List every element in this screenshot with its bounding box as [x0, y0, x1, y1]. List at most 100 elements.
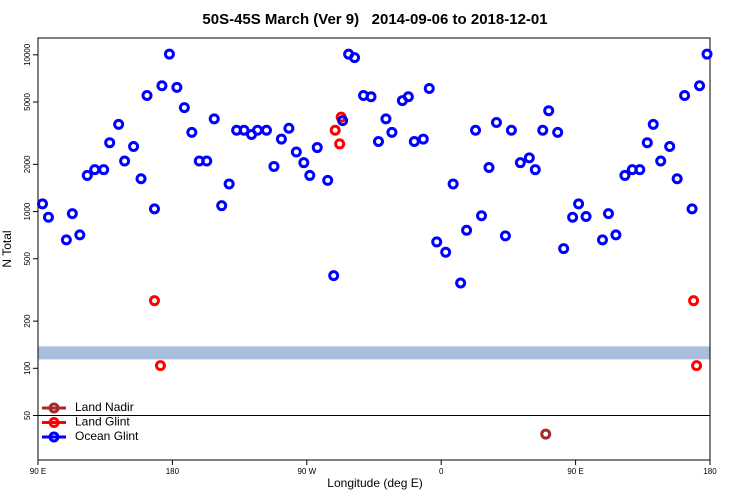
x-tick-label: 180 [166, 467, 180, 476]
data-point [163, 48, 175, 60]
data-point [329, 124, 341, 136]
data-point [372, 135, 384, 147]
data-point [386, 126, 398, 138]
data-point [647, 118, 659, 130]
data-point [104, 137, 116, 149]
legend-label: Land Nadir [75, 400, 134, 414]
data-point [223, 178, 235, 190]
x-tick-label: 90 E [30, 467, 46, 476]
data-point [476, 210, 488, 222]
data-point [322, 174, 334, 186]
data-point [208, 113, 220, 125]
y-tick-label: 1000 [23, 202, 32, 220]
data-point [275, 133, 287, 145]
data-point [543, 105, 555, 117]
data-point [349, 52, 361, 64]
data-point [447, 178, 459, 190]
legend-marker [48, 402, 60, 414]
y-tick-label: 200 [23, 314, 32, 328]
data-point [655, 155, 667, 167]
x-tick-label: 180 [703, 467, 717, 476]
data-point [691, 360, 703, 372]
data-point [113, 118, 125, 130]
chart-title: 50S-45S March (Ver 9) 2014-09-06 to 2018… [202, 11, 547, 28]
data-point [201, 155, 213, 167]
data-point [216, 200, 228, 212]
data-point [701, 48, 713, 60]
data-point [505, 124, 517, 136]
data-point [81, 169, 93, 181]
data-point [74, 229, 86, 241]
data-point [154, 360, 166, 372]
data-point [529, 164, 541, 176]
data-point [602, 208, 614, 220]
data-point [490, 116, 502, 128]
x-axis-label: Longitude (deg E) [327, 476, 422, 490]
x-tick-label: 0 [439, 467, 444, 476]
y-axis-label: N Total [0, 230, 14, 267]
data-point [89, 164, 101, 176]
data-point [641, 137, 653, 149]
data-point [408, 135, 420, 147]
data-point [567, 211, 579, 223]
data-point [537, 124, 549, 136]
data-point [298, 157, 310, 169]
data-point [156, 80, 168, 92]
data-point [573, 198, 585, 210]
data-point [380, 113, 392, 125]
data-point [36, 198, 48, 210]
shaded-band [38, 346, 710, 360]
data-point [514, 157, 526, 169]
data-point [283, 122, 295, 134]
legend-marker [48, 431, 60, 443]
data-point [552, 126, 564, 138]
data-point [523, 152, 535, 164]
data-point [499, 230, 511, 242]
data-point [260, 124, 272, 136]
legend-label: Land Glint [75, 415, 130, 429]
data-point [290, 146, 302, 158]
data-point [178, 102, 190, 114]
data-point [128, 141, 140, 153]
data-point [634, 164, 646, 176]
data-point [252, 124, 264, 136]
data-point [470, 124, 482, 136]
data-point [596, 234, 608, 246]
data-point [694, 80, 706, 92]
data-point [686, 203, 698, 215]
data-point [268, 160, 280, 172]
data-point [337, 115, 349, 127]
data-point [328, 270, 340, 282]
y-tick-label: 10000 [23, 43, 32, 66]
data-point [42, 211, 54, 223]
data-point [334, 138, 346, 150]
y-tick-label: 50 [23, 410, 32, 419]
data-point [610, 229, 622, 241]
data-point [365, 91, 377, 103]
data-point [171, 81, 183, 93]
data-point [558, 243, 570, 255]
data-point [148, 295, 160, 307]
x-tick-label: 90 E [567, 467, 583, 476]
data-point [135, 173, 147, 185]
data-point [119, 155, 131, 167]
data-point [679, 90, 691, 102]
data-point [455, 277, 467, 289]
data-point [483, 162, 495, 174]
data-point [60, 234, 72, 246]
data-point [540, 428, 552, 440]
y-tick-label: 500 [23, 252, 32, 266]
data-point [66, 208, 78, 220]
data-point [148, 203, 160, 215]
data-point [431, 236, 443, 248]
legend-marker [48, 417, 60, 428]
data-point [688, 295, 700, 307]
data-point [619, 169, 631, 181]
data-point [402, 91, 414, 103]
data-point [98, 164, 110, 176]
data-point [664, 141, 676, 153]
y-tick-label: 5000 [23, 93, 32, 111]
data-point [311, 142, 323, 154]
y-tick-label: 100 [23, 361, 32, 375]
data-point [580, 210, 592, 222]
